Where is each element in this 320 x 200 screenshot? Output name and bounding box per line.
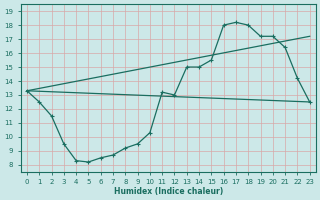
- X-axis label: Humidex (Indice chaleur): Humidex (Indice chaleur): [114, 187, 223, 196]
